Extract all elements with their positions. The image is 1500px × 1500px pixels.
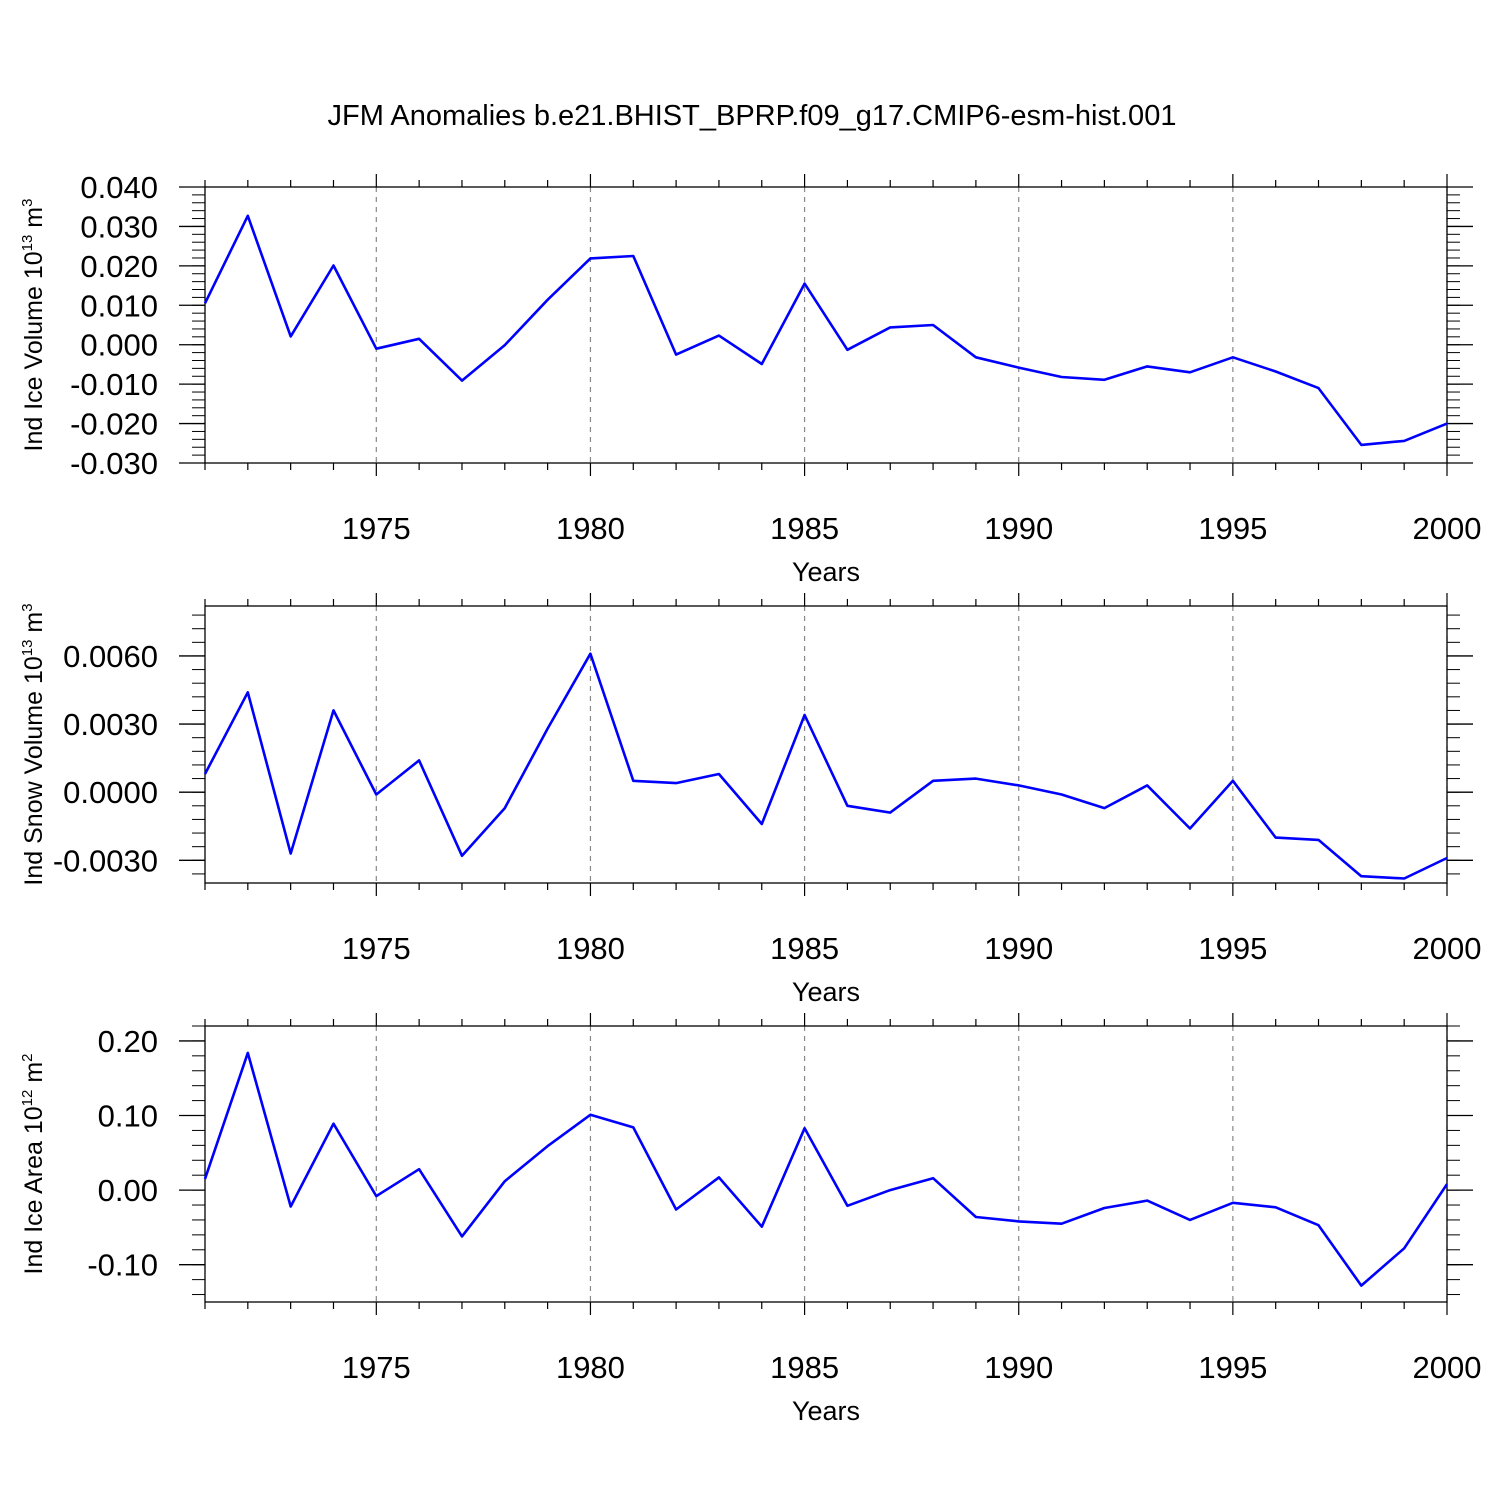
x-tick-label: 1980 (556, 931, 625, 966)
y-tick-label: -0.010 (70, 367, 158, 402)
plot-frame (204, 186, 1448, 464)
x-axis-label: Years (792, 977, 860, 1007)
y-tick-label: 0.0060 (63, 639, 158, 674)
y-tick-label: -0.020 (70, 407, 158, 442)
x-tick-label: 1990 (984, 1350, 1053, 1385)
plot-frame (204, 1025, 1448, 1303)
plot-frame (204, 605, 1448, 884)
y-tick-label: 0.040 (80, 170, 158, 205)
x-tick-label: 1975 (342, 511, 411, 546)
y-tick-label: 0.000 (80, 328, 158, 363)
y-tick-label: -0.0030 (53, 843, 158, 878)
x-tick-label: 1980 (556, 511, 625, 546)
x-tick-label: 2000 (1413, 511, 1482, 546)
panel-2: 0.0060 0.0030 0.0000 -0.0030 1975 1980 1985 199… (19, 593, 1481, 1007)
y-tick-label: 0.020 (80, 249, 158, 284)
x-axis-label: Years (792, 1396, 860, 1426)
y-tick-label: 0.0030 (63, 707, 158, 742)
y-axis-label: Ind Ice Volume 1013 m3 (19, 199, 48, 452)
x-axis-label: Years (792, 557, 860, 587)
x-tick-label: 1975 (342, 1350, 411, 1385)
y-tick-label: 0.010 (80, 288, 158, 323)
x-tick-label: 1975 (342, 931, 411, 966)
x-tick-label: 1995 (1198, 931, 1267, 966)
x-tick-label: 1980 (556, 1350, 625, 1385)
panel-3: 0.20 0.10 0.00 -0.10 1975 1980 1985 1990 1995 200… (19, 1013, 1481, 1426)
y-tick-label: 0.20 (98, 1024, 158, 1059)
y-tick-label: -0.030 (70, 446, 158, 481)
panel-1: 0.040 0.030 0.020 0.010 0.000 -0.010 -0.020 -0.… (19, 170, 1481, 587)
x-tick-label: 1995 (1198, 511, 1267, 546)
y-tick-label: 0.0000 (63, 775, 158, 810)
y-tick-label: 0.10 (98, 1099, 158, 1134)
x-tick-label: 2000 (1413, 1350, 1482, 1385)
x-tick-label: 1985 (770, 1350, 839, 1385)
x-tick-label: 1995 (1198, 1350, 1267, 1385)
y-axis-label: Ind Snow Volume 1013 m3 (19, 603, 48, 885)
series-line (203, 652, 1448, 880)
y-axis-label: Ind Ice Area 1012 m2 (19, 1054, 48, 1275)
x-tick-label: 1985 (770, 511, 839, 546)
series-line (203, 1051, 1449, 1287)
y-tick-label: -0.10 (87, 1248, 158, 1283)
x-tick-label: 2000 (1413, 931, 1482, 966)
x-tick-label: 1985 (770, 931, 839, 966)
chart-title: JFM Anomalies b.e21.BHIST_BPRP.f09_g17.C… (328, 100, 1177, 132)
series-line (203, 214, 1448, 447)
y-tick-label: 0.030 (80, 209, 158, 244)
y-tick-label: 0.00 (98, 1173, 158, 1208)
x-tick-label: 1990 (984, 931, 1053, 966)
x-tick-label: 1990 (984, 511, 1053, 546)
